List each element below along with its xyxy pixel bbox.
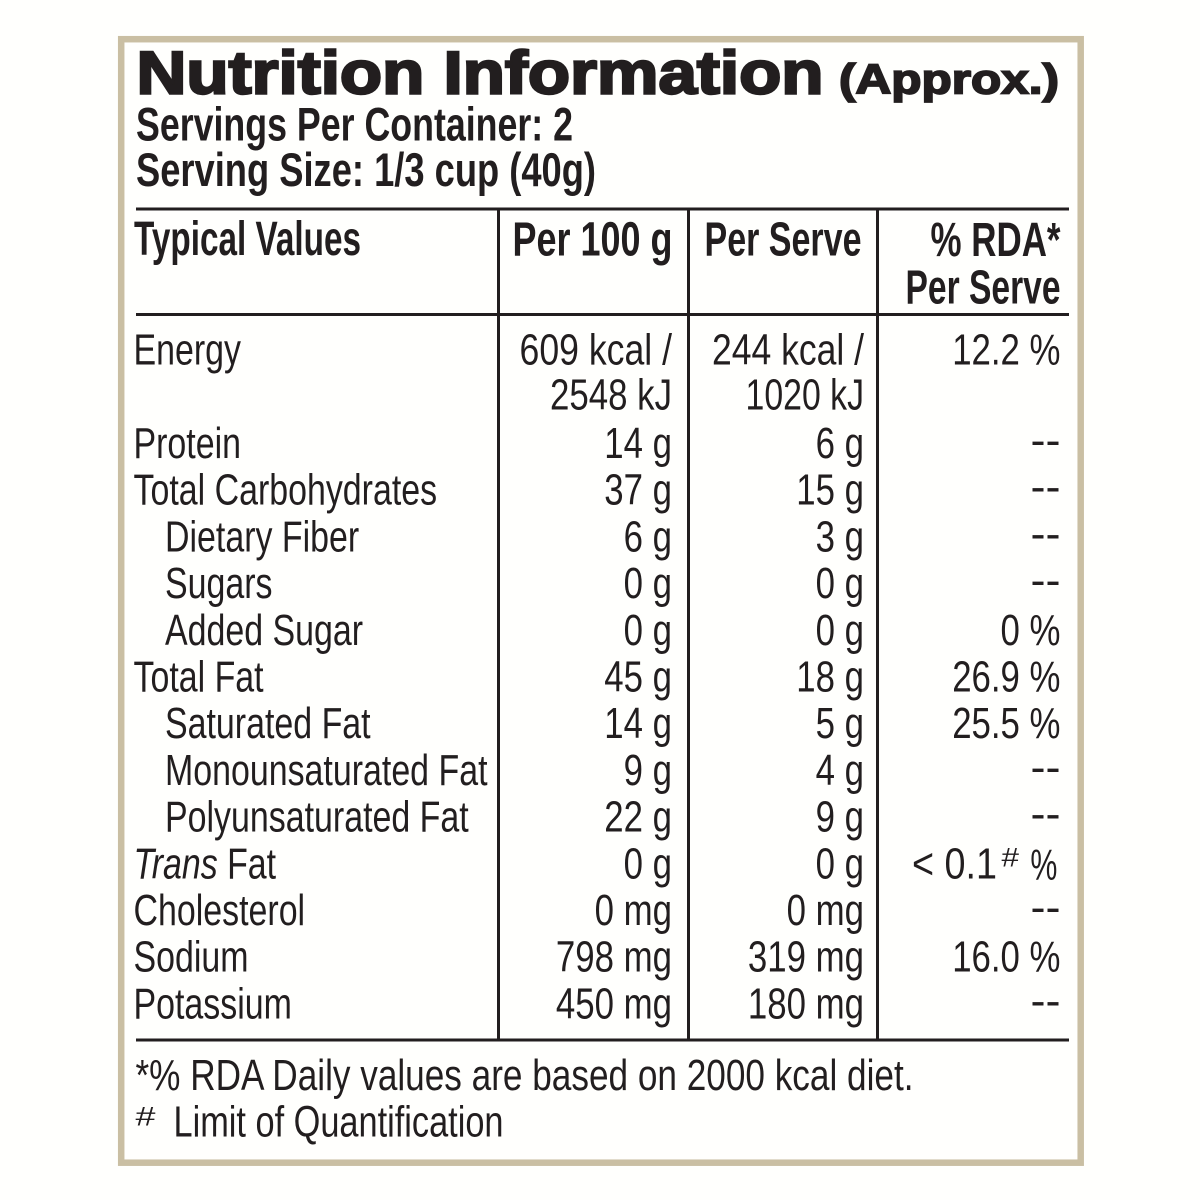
svg-text:% RDA*: % RDA* [931,214,1061,267]
svg-text:2548 kJ: 2548 kJ [550,372,672,420]
svg-text:37 g: 37 g [604,467,672,515]
svg-text:Servings Per Container: 2: Servings Per Container: 2 [136,98,573,151]
svg-text:--: -- [1031,557,1061,605]
svg-text:Per Serve: Per Serve [705,214,862,267]
svg-text:Total Fat: Total Fat [134,654,264,702]
svg-text:< 0.1: < 0.1 [912,840,997,888]
svg-text:Saturated Fat: Saturated Fat [165,700,371,748]
svg-text:0 g: 0 g [624,560,672,608]
svg-text:--: -- [1031,464,1061,512]
svg-text:--: -- [1031,791,1061,839]
svg-text:Cholesterol: Cholesterol [134,887,306,935]
svg-text:12.2 %: 12.2 % [952,327,1060,375]
svg-text:180 mg: 180 mg [748,980,864,1028]
svg-text:Protein: Protein [134,420,242,468]
svg-text:#: # [136,1101,156,1131]
svg-text:22 g: 22 g [604,794,672,842]
svg-text:Nutrition Information: Nutrition Information [137,39,824,106]
svg-text:0 mg: 0 mg [787,887,864,935]
svg-text:#: # [1002,843,1020,873]
svg-text:5 g: 5 g [816,700,864,748]
svg-text:Added Sugar: Added Sugar [165,607,363,655]
svg-text:6 g: 6 g [816,420,864,468]
svg-text:--: -- [1031,977,1061,1025]
svg-text:14 g: 14 g [604,700,672,748]
svg-text:Potassium: Potassium [134,980,292,1028]
svg-text:0 g: 0 g [816,560,864,608]
svg-text:9 g: 9 g [816,794,864,842]
svg-text:Limit of Quantification: Limit of Quantification [174,1099,504,1147]
svg-text:609 kcal /: 609 kcal / [520,327,673,375]
svg-text:0 g: 0 g [816,840,864,888]
svg-text:798 mg: 798 mg [556,934,672,982]
svg-text:3 g: 3 g [816,513,864,561]
svg-text:Per Serve: Per Serve [906,262,1061,315]
svg-text:Fat: Fat [227,840,276,888]
svg-text:0 mg: 0 mg [595,887,672,935]
svg-text:(Approx.): (Approx.) [839,55,1059,102]
svg-text:Typical Values: Typical Values [134,213,361,266]
svg-text:Sodium: Sodium [134,934,249,982]
svg-text:Serving Size: 1/3 cup (40g): Serving Size: 1/3 cup (40g) [136,143,596,196]
svg-text:319 mg: 319 mg [748,934,864,982]
svg-text:*% RDA Daily values are based: *% RDA Daily values are based on 2000 kc… [136,1052,914,1100]
svg-text:%: % [1030,842,1057,890]
svg-text:0 %: 0 % [1001,607,1061,655]
svg-text:14 g: 14 g [604,420,672,468]
svg-text:Dietary Fiber: Dietary Fiber [165,513,359,561]
svg-text:Polyunsaturated Fat: Polyunsaturated Fat [165,794,469,842]
svg-text:45 g: 45 g [604,654,672,702]
svg-text:Energy: Energy [134,327,242,375]
svg-text:Trans: Trans [134,840,218,888]
svg-text:--: -- [1031,744,1061,792]
svg-text:Per 100 g: Per 100 g [513,214,673,267]
svg-text:--: -- [1031,510,1061,558]
svg-text:Total Carbohydrates: Total Carbohydrates [134,467,438,515]
svg-text:--: -- [1031,884,1061,932]
svg-text:244 kcal /: 244 kcal / [712,327,865,375]
svg-text:0 g: 0 g [624,607,672,655]
svg-text:Sugars: Sugars [165,560,273,608]
svg-text:6 g: 6 g [624,513,672,561]
svg-text:9 g: 9 g [624,747,672,795]
svg-text:Monounsaturated Fat: Monounsaturated Fat [165,747,488,795]
svg-text:--: -- [1031,417,1061,465]
svg-text:18 g: 18 g [796,654,864,702]
svg-text:26.9 %: 26.9 % [952,654,1060,702]
svg-text:1020 kJ: 1020 kJ [746,372,865,420]
svg-text:25.5 %: 25.5 % [952,700,1060,748]
svg-text:4 g: 4 g [816,747,864,795]
svg-text:16.0 %: 16.0 % [952,934,1060,982]
svg-text:0 g: 0 g [624,840,672,888]
svg-text:450 mg: 450 mg [556,980,672,1028]
svg-text:15 g: 15 g [796,467,864,515]
svg-text:0 g: 0 g [816,607,864,655]
